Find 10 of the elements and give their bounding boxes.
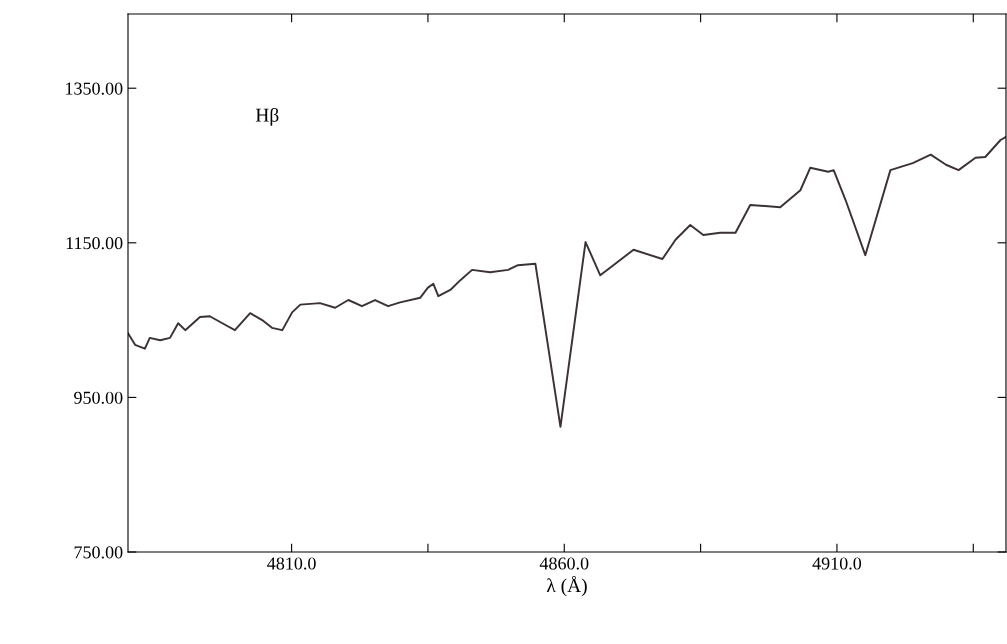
annotation: Hβ (255, 107, 279, 126)
x-axis-title: λ (Å) (546, 576, 587, 597)
x-tick-label: 4860.0 (539, 557, 589, 570)
y-tick-label: 1150.00 (66, 237, 123, 250)
x-tick-label: 4910.0 (812, 557, 862, 570)
line-series (128, 135, 1006, 428)
y-tick-label: 1350.00 (66, 82, 123, 95)
y-tick-label: 750.00 (74, 546, 123, 559)
x-tick-label: 4810.0 (267, 557, 316, 570)
y-tick-label: 950.00 (74, 391, 123, 404)
